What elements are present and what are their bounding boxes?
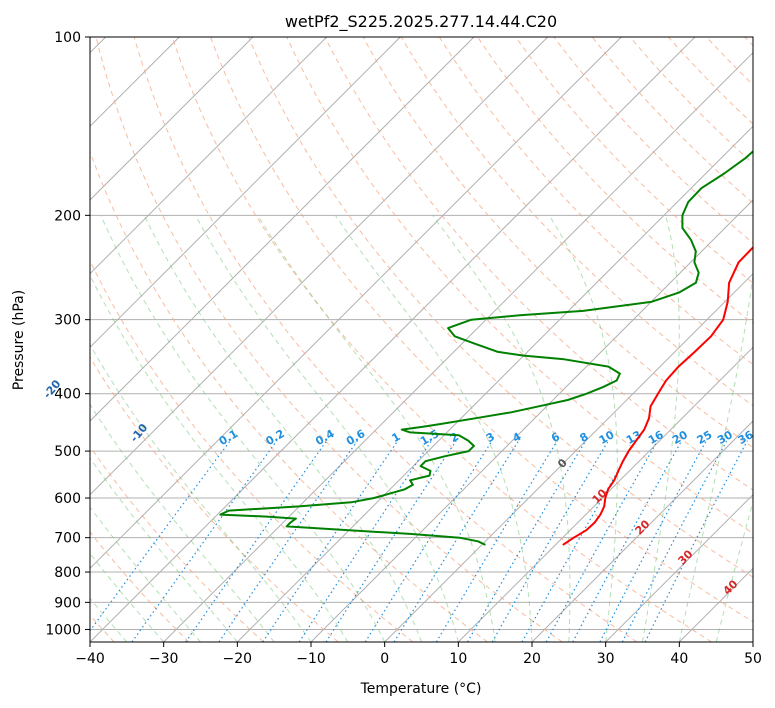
- mixing-ratio-line: [621, 440, 728, 642]
- isotherm-line: [90, 37, 475, 422]
- isotherm-line: [605, 493, 753, 642]
- isotherm-line: [752, 641, 753, 642]
- isotherm-line: [531, 420, 753, 642]
- temperature-line: [562, 245, 753, 546]
- chart-title: wetPf2_S225.2025.277.14.44.C20: [285, 12, 557, 32]
- dry-adiabat: [90, 531, 190, 642]
- moist-adiabat: [90, 403, 275, 642]
- moist-adiabat: [90, 343, 312, 642]
- plot-frame: [89, 36, 754, 643]
- moist-adiabat: [642, 215, 680, 642]
- mixing-ratio-line: [599, 440, 707, 642]
- dry-adiabat: [90, 356, 339, 642]
- x-tick-label: 30: [597, 651, 615, 667]
- y-tick-label: 200: [54, 208, 81, 224]
- moist-adiabat: [678, 272, 753, 642]
- dry-adiabat: [95, 37, 563, 642]
- mixing-ratio-line: [131, 440, 278, 642]
- dry-adiabat: [400, 37, 753, 407]
- moist-adiabat: [100, 215, 386, 642]
- y-tick-label: 500: [54, 444, 81, 460]
- dry-adiabat: [324, 37, 753, 491]
- y-axis: 100 200 300 400 500 600 700 800 900 1000: [45, 30, 90, 638]
- mixing-ratio-line: [644, 440, 748, 642]
- y-tick-label: 900: [54, 595, 81, 611]
- plot-background: [90, 37, 753, 642]
- isotherm-line: [90, 37, 401, 349]
- x-axis-label: Temperature (°C): [360, 681, 482, 697]
- moist-adiabat: [195, 215, 459, 642]
- mixing-ratio-line: [393, 440, 520, 642]
- x-tick-label: −20: [223, 651, 253, 667]
- moist-adiabat: [432, 215, 571, 642]
- y-tick-label: 100: [54, 30, 81, 46]
- y-tick-label: 400: [54, 387, 81, 403]
- dewpoint-line: [219, 150, 753, 546]
- y-tick-label: 1000: [45, 622, 81, 638]
- mixing-ratio-line: [185, 440, 328, 642]
- x-tick-label: 0: [380, 651, 389, 667]
- dry-adiabat: [438, 37, 753, 366]
- moist-adiabat: [257, 215, 496, 642]
- background-lines: [90, 37, 753, 642]
- moist-adiabat: [90, 506, 201, 642]
- isotherm-line: [90, 37, 549, 496]
- mixing-ratio-line: [90, 440, 231, 632]
- y-tick-label: 600: [54, 491, 81, 507]
- x-tick-label: −10: [296, 651, 326, 667]
- y-axis-label: Pressure (hPa): [11, 290, 27, 390]
- isotherm-line: [90, 37, 328, 275]
- moist-adiabat: [90, 456, 238, 642]
- sounding-lines: [219, 150, 753, 546]
- mixing-ratio-line: [364, 440, 493, 642]
- dry-adiabat: [210, 37, 753, 623]
- mixing-ratio-line: [435, 440, 558, 642]
- y-tick-label: 300: [54, 313, 81, 329]
- moist-adiabat: [90, 274, 349, 642]
- isotherm-line: [90, 37, 622, 570]
- mixing-ratio-line: [466, 440, 587, 642]
- mixing-ratio-line: [572, 440, 683, 642]
- x-axis: −40 −30 −20 −10 0 10 20 30 40 50: [75, 642, 762, 667]
- dry-adiabat: [286, 37, 753, 534]
- moist-adiabat: [752, 640, 753, 642]
- moist-adiabat: [90, 552, 165, 642]
- isotherm-line: [384, 272, 753, 642]
- dry-adiabat: [133, 37, 638, 642]
- x-tick-label: −30: [149, 651, 179, 667]
- y-tick-label: 800: [54, 565, 81, 581]
- x-tick-label: 20: [523, 651, 541, 667]
- isotherm-line: [457, 346, 753, 642]
- moist-adiabat: [334, 215, 533, 642]
- dry-adiabat: [248, 37, 753, 578]
- y-tick-label: 700: [54, 531, 81, 547]
- dry-adiabat: [362, 37, 753, 449]
- x-tick-label: 40: [670, 651, 688, 667]
- x-tick-label: 10: [449, 651, 467, 667]
- dry-adiabat: [90, 259, 414, 642]
- x-tick-label: −40: [75, 651, 105, 667]
- x-tick-label: 50: [744, 651, 762, 667]
- isotherm-line: [236, 125, 753, 642]
- moist-adiabat: [143, 215, 422, 642]
- isotherm-line: [90, 37, 254, 201]
- mixing-ratio-line: [218, 440, 358, 642]
- moist-adiabat: [715, 499, 753, 642]
